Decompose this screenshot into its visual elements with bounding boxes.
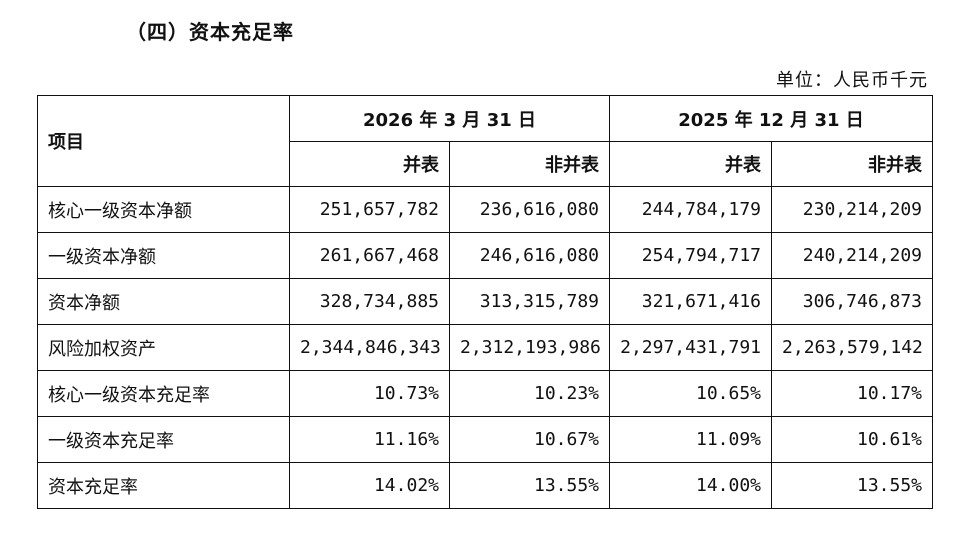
table-cell: 254,794,717: [609, 232, 773, 279]
table-cell: 14.02%: [289, 462, 450, 509]
table-cell: 13.55%: [448, 462, 611, 509]
capital-adequacy-table: 项目 2026 年 3 月 31 日 2025 年 12 月 31 日 并表 非…: [37, 95, 934, 509]
header-row-periods: 项目 2026 年 3 月 31 日 2025 年 12 月 31 日: [37, 95, 934, 187]
table-cell: 230,214,209: [771, 186, 934, 233]
item-header: 项目: [37, 95, 290, 187]
row-label: 一级资本充足率: [37, 416, 290, 463]
table-row: 核心一级资本充足率 10.73% 10.23% 10.65% 10.17%: [37, 370, 934, 417]
table-cell: 246,616,080: [448, 232, 611, 279]
table-row: 资本净额 328,734,885 313,315,789 321,671,416…: [37, 278, 934, 325]
header-row-scope: 并表 非并表 并表 非并表: [38, 141, 934, 187]
table-row: 风险加权资产 2,344,846,343 2,312,193,986 2,297…: [37, 324, 934, 371]
table-cell: 10.61%: [771, 416, 934, 463]
table-cell: 11.09%: [609, 416, 773, 463]
period-header: 2025 年 12 月 31 日: [609, 95, 934, 142]
row-label: 核心一级资本净额: [37, 186, 290, 233]
table-cell: 306,746,873: [771, 278, 934, 325]
table-cell: 11.16%: [289, 416, 450, 463]
table-cell: 13.55%: [771, 462, 934, 509]
scope-header: 并表: [609, 141, 773, 187]
row-label: 核心一级资本充足率: [37, 370, 290, 417]
table-cell: 2,297,431,791: [609, 324, 773, 371]
table-cell: 10.17%: [771, 370, 934, 417]
table-cell: 2,344,846,343: [289, 324, 450, 371]
table-cell: 321,671,416: [609, 278, 773, 325]
row-label: 资本充足率: [37, 462, 290, 509]
table-cell: 2,263,579,142: [771, 324, 934, 371]
row-label: 一级资本净额: [37, 232, 290, 279]
table-cell: 261,667,468: [289, 232, 450, 279]
table-cell: 244,784,179: [609, 186, 773, 233]
table-cell: 2,312,193,986: [448, 324, 611, 371]
scope-header: 非并表: [771, 141, 934, 187]
table-cell: 14.00%: [609, 462, 773, 509]
scope-header: 非并表: [448, 141, 611, 187]
table-cell: 10.65%: [609, 370, 773, 417]
table-row: 资本充足率 14.02% 13.55% 14.00% 13.55%: [37, 462, 934, 509]
table-cell: 251,657,782: [289, 186, 450, 233]
table-cell: 236,616,080: [448, 186, 611, 233]
table-cell: 240,214,209: [771, 232, 934, 279]
table-cell: 328,734,885: [289, 278, 450, 325]
section-title: （四）资本充足率: [126, 20, 294, 44]
scope-header: 并表: [289, 141, 450, 187]
row-label: 风险加权资产: [37, 324, 290, 371]
row-label: 资本净额: [37, 278, 290, 325]
table-row: 核心一级资本净额 251,657,782 236,616,080 244,784…: [37, 186, 934, 233]
table-cell: 313,315,789: [448, 278, 611, 325]
table-cell: 10.73%: [289, 370, 450, 417]
table-row: 一级资本净额 261,667,468 246,616,080 254,794,7…: [37, 232, 934, 279]
table-cell: 10.23%: [448, 370, 611, 417]
table-row: 一级资本充足率 11.16% 10.67% 11.09% 10.61%: [37, 416, 934, 463]
period-header: 2026 年 3 月 31 日: [288, 95, 611, 142]
table-cell: 10.67%: [448, 416, 611, 463]
unit-label: 单位：人民币千元: [776, 70, 928, 91]
